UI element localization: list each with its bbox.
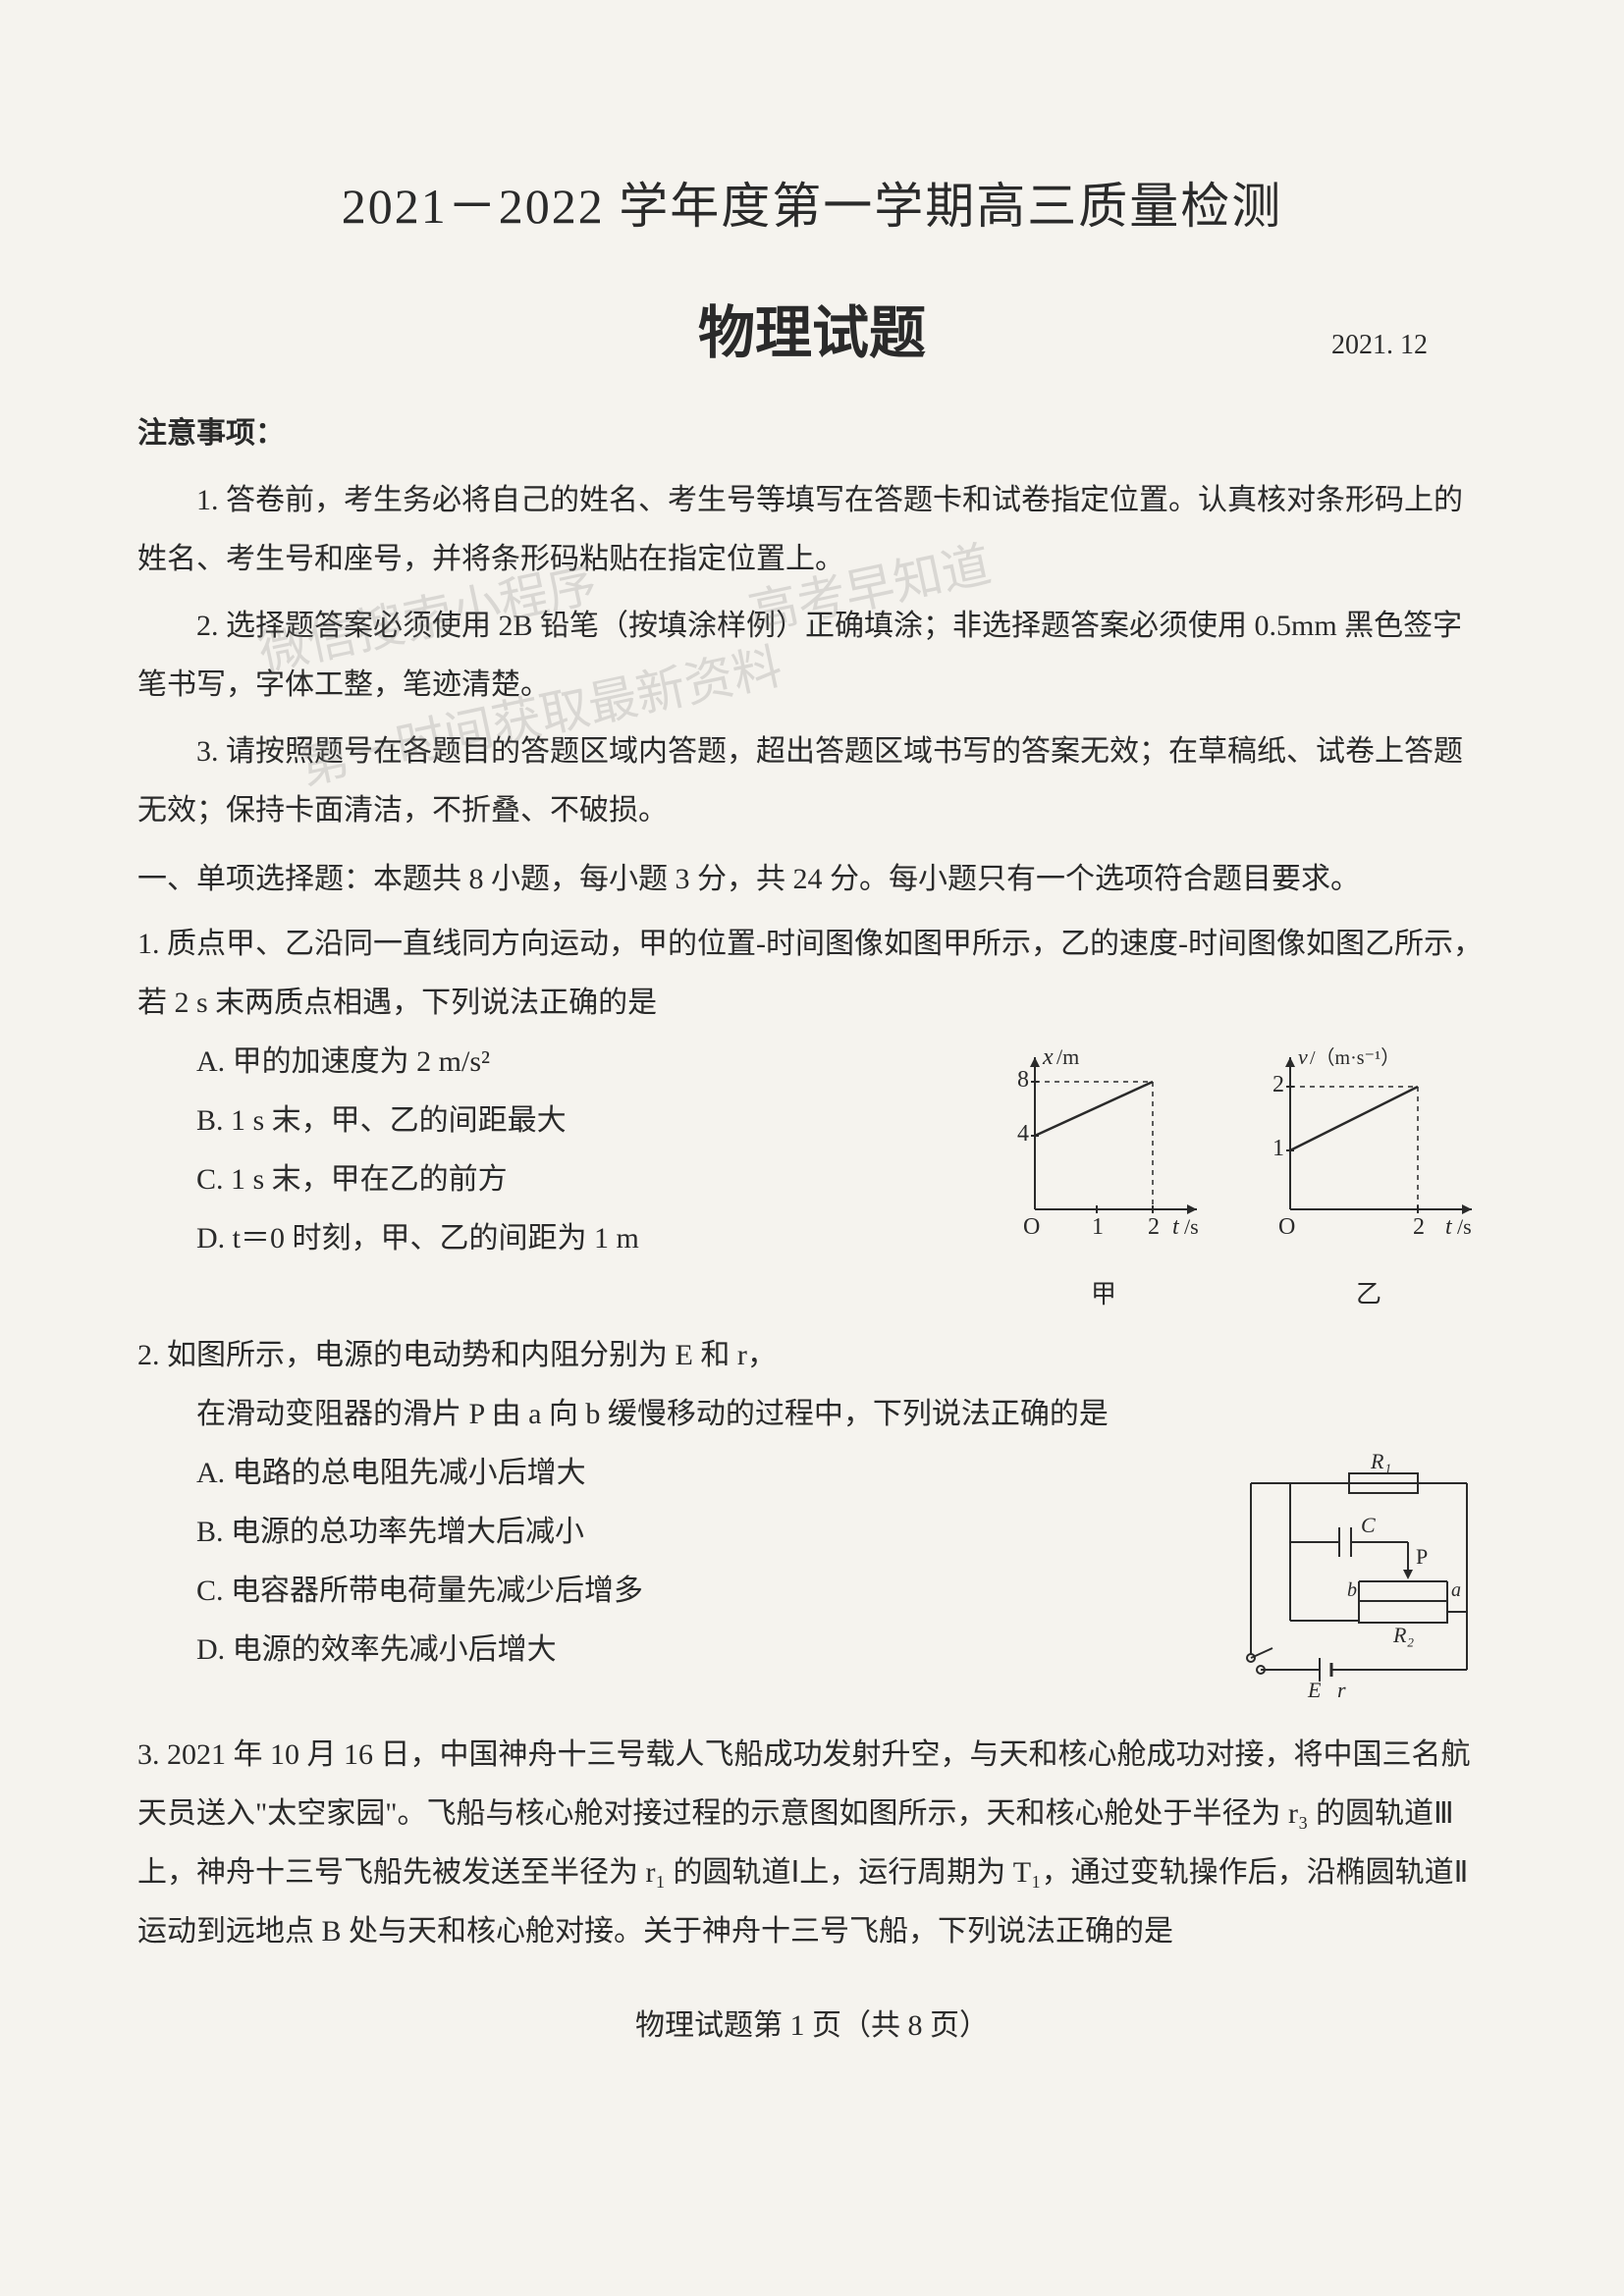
q1-body: A. 甲的加速度为 2 m/s² B. 1 s 末，甲、乙的间距最大 C. 1 …: [137, 1033, 1487, 1320]
svg-text:2: 2: [1272, 1072, 1284, 1097]
q2-stem-line2: 在滑动变阻器的滑片 P 由 a 向 b 缓慢移动的过程中，下列说法正确的是: [137, 1385, 1487, 1444]
svg-text:2: 2: [1413, 1214, 1425, 1240]
q2-body: A. 电路的总电阻先减小后增大 B. 电源的总功率先增大后减小 C. 电容器所带…: [137, 1444, 1487, 1720]
exam-page: 2021－2022 学年度第一学期高三质量检测 物理试题 2021. 12 注意…: [0, 0, 1624, 2103]
notice-item: 1. 答卷前，考生务必将自己的姓名、考生号等填写在答题卡和试卷指定位置。认真核对…: [137, 471, 1487, 589]
subject-title: 物理试题: [698, 287, 926, 369]
svg-text:1: 1: [1272, 1136, 1284, 1161]
q2-option-c: C. 电容器所带电荷量先减少后增多: [137, 1562, 1212, 1621]
main-title: 2021－2022 学年度第一学期高三质量检测: [137, 167, 1487, 238]
svg-text:v: v: [1298, 1044, 1308, 1069]
svg-text:E: E: [1307, 1678, 1322, 1699]
q2-option-a: A. 电路的总电阻先减小后增大: [137, 1444, 1212, 1503]
q2-option-d: D. 电源的效率先减小后增大: [137, 1621, 1212, 1680]
subtitle-row: 物理试题 2021. 12: [137, 287, 1487, 369]
svg-text:1: 1: [1092, 1214, 1104, 1240]
q1-stem: 1. 质点甲、乙沿同一直线同方向运动，甲的位置-时间图像如图甲所示，乙的速度-时…: [137, 915, 1487, 1033]
svg-text:t: t: [1445, 1214, 1453, 1240]
chart-yi-svg: 1 2 2 O v: [1251, 1042, 1487, 1249]
q1-options: A. 甲的加速度为 2 m/s² B. 1 s 末，甲、乙的间距最大 C. 1 …: [137, 1033, 976, 1268]
circuit-diagram: R₁ C P: [1231, 1444, 1487, 1720]
svg-text:r: r: [1337, 1678, 1346, 1699]
svg-text:C: C: [1361, 1513, 1376, 1537]
svg-text:8: 8: [1017, 1067, 1029, 1093]
page-footer: 物理试题第 1 页（共 8 页）: [137, 2001, 1487, 2044]
svg-text:/（m·s⁻¹）: /（m·s⁻¹）: [1310, 1046, 1400, 1069]
question-2: 2. 如图所示，电源的电动势和内阻分别为 E 和 r， 在滑动变阻器的滑片 P …: [137, 1326, 1487, 1720]
section-heading: 一、单项选择题：本题共 8 小题，每小题 3 分，共 24 分。每小题只有一个选…: [137, 850, 1487, 909]
svg-text:x: x: [1042, 1044, 1054, 1070]
svg-text:t: t: [1172, 1214, 1180, 1240]
q3-stem: 3. 2021 年 10 月 16 日，中国神舟十三号载人飞船成功发射升空，与天…: [137, 1726, 1487, 1961]
notice-heading: 注意事项：: [137, 408, 1487, 452]
question-1: 1. 质点甲、乙沿同一直线同方向运动，甲的位置-时间图像如图甲所示，乙的速度-时…: [137, 915, 1487, 1320]
q2-option-b: B. 电源的总功率先增大后减小: [137, 1503, 1212, 1562]
chart-yi: 1 2 2 O v: [1251, 1042, 1487, 1320]
q1-option-a: A. 甲的加速度为 2 m/s²: [137, 1033, 976, 1092]
notice-item: 3. 请按照题号在各题目的答题区域内答题，超出答题区域书写的答案无效；在草稿纸、…: [137, 722, 1487, 840]
svg-text:/s: /s: [1184, 1214, 1199, 1239]
origin-label: O: [1023, 1214, 1040, 1240]
q2-options: A. 电路的总电阻先减小后增大 B. 电源的总功率先增大后减小 C. 电容器所带…: [137, 1444, 1212, 1680]
q1-charts: 4 8 1 2 O: [996, 1033, 1487, 1320]
svg-text:/s: /s: [1457, 1214, 1472, 1239]
q1-option-d: D. t＝0 时刻，甲、乙的间距为 1 m: [137, 1209, 976, 1268]
svg-text:/m: /m: [1056, 1044, 1079, 1069]
q1-option-b: B. 1 s 末，甲、乙的间距最大: [137, 1092, 976, 1150]
chart-jia-svg: 4 8 1 2 O: [996, 1042, 1212, 1249]
q1-option-c: C. 1 s 末，甲在乙的前方: [137, 1150, 976, 1209]
exam-date: 2021. 12: [1331, 330, 1428, 361]
circuit-svg: R₁ C P: [1231, 1454, 1487, 1699]
chart-jia-caption: 甲: [996, 1269, 1212, 1320]
svg-text:b: b: [1347, 1579, 1357, 1601]
notice-item: 2. 选择题答案必须使用 2B 铅笔（按填涂样例）正确填涂；非选择题答案必须使用…: [137, 597, 1487, 715]
svg-text:R₁: R₁: [1370, 1454, 1391, 1473]
svg-text:O: O: [1278, 1214, 1295, 1240]
q2-stem-line1: 2. 如图所示，电源的电动势和内阻分别为 E 和 r，: [137, 1326, 1487, 1385]
question-3: 3. 2021 年 10 月 16 日，中国神舟十三号载人飞船成功发射升空，与天…: [137, 1726, 1487, 1961]
svg-text:R₂: R₂: [1392, 1623, 1414, 1647]
svg-text:2: 2: [1148, 1214, 1160, 1240]
chart-jia: 4 8 1 2 O: [996, 1042, 1212, 1320]
svg-text:a: a: [1451, 1579, 1461, 1601]
svg-text:P: P: [1416, 1544, 1428, 1569]
chart-yi-caption: 乙: [1251, 1269, 1487, 1320]
svg-text:4: 4: [1017, 1121, 1029, 1147]
